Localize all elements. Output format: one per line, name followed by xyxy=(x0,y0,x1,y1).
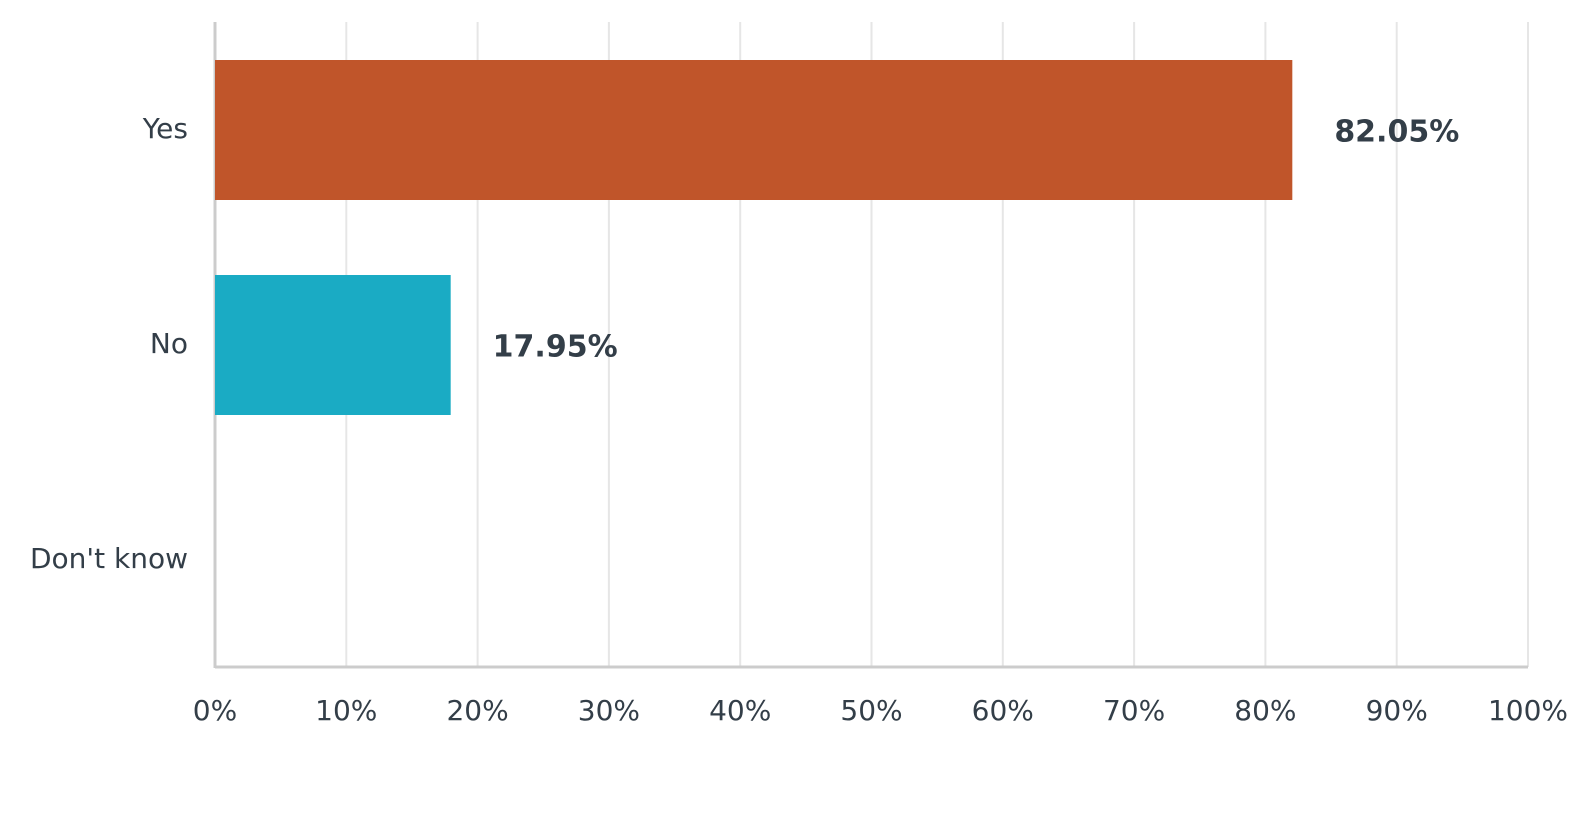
x-tick-label: 70% xyxy=(1103,694,1165,727)
value-label: 82.05% xyxy=(1334,115,1459,150)
x-tick-label: 20% xyxy=(446,694,508,727)
value-label: 17.95% xyxy=(493,330,618,365)
category-label: Yes xyxy=(142,112,188,145)
x-tick-label: 10% xyxy=(315,694,377,727)
x-tick-label: 30% xyxy=(578,694,640,727)
x-tick-label: 0% xyxy=(193,694,237,727)
x-tick-label: 80% xyxy=(1234,694,1296,727)
bar xyxy=(215,275,451,415)
x-tick-label: 60% xyxy=(972,694,1034,727)
x-tick-label: 100% xyxy=(1488,694,1568,727)
category-label: Don't know xyxy=(30,542,188,575)
category-label: No xyxy=(150,327,188,360)
x-tick-label: 40% xyxy=(709,694,771,727)
x-tick-label: 50% xyxy=(840,694,902,727)
bar xyxy=(215,60,1293,200)
x-tick-label: 90% xyxy=(1366,694,1428,727)
